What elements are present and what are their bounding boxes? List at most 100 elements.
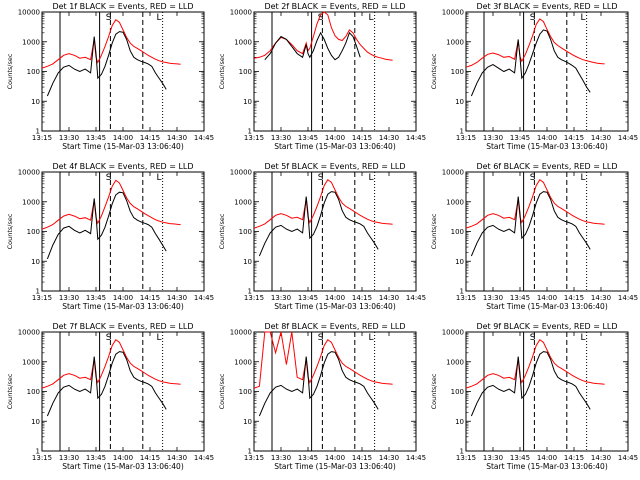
marker-letter: S [318, 13, 324, 23]
x-tick-label: 14:30 [591, 454, 611, 462]
panel-det-3: Det 3f BLACK = Events, RED = LLD 13:15 13:… [430, 2, 638, 151]
x-tick-label: 13:15 [32, 454, 52, 462]
series-events-line [258, 351, 379, 417]
x-tick-label: 14:45 [406, 294, 426, 302]
y-tick-label: 1000 [234, 358, 252, 366]
y-tick-label: 10 [31, 98, 40, 106]
x-axis-label: Start Time (15-Mar-03 13:06:40) [486, 462, 608, 471]
y-tick-label: 1000 [234, 38, 252, 46]
series-events-line [46, 31, 167, 97]
y-tick-label: 1 [248, 448, 252, 456]
x-tick-label: 14:15 [352, 134, 372, 142]
marker-letter: L [368, 13, 373, 23]
y-tick-label: 1000 [234, 198, 252, 206]
y-tick-label: 100 [27, 388, 40, 396]
x-tick-label: 13:45 [510, 294, 530, 302]
y-tick-label: 10000 [230, 169, 252, 177]
series-events-line [46, 191, 167, 260]
x-tick-label: 14:45 [618, 134, 638, 142]
y-tick-label: 10 [243, 98, 252, 106]
x-tick-label: 14:45 [194, 134, 214, 142]
marker-letter: S [530, 333, 536, 343]
x-tick-label: 14:30 [379, 134, 399, 142]
series-events-line [470, 351, 591, 417]
y-axis-label: Counts/sec [218, 53, 226, 89]
x-tick-label: 13:30 [483, 294, 503, 302]
y-axis-label: Counts/sec [430, 373, 438, 409]
y-tick-label: 10 [31, 418, 40, 426]
marker-letter: L [368, 173, 373, 183]
x-tick-label: 13:15 [244, 454, 264, 462]
y-tick-label: 1 [460, 288, 464, 296]
x-tick-label: 13:15 [244, 294, 264, 302]
x-tick-label: 13:30 [271, 454, 291, 462]
x-tick-label: 14:30 [167, 134, 187, 142]
x-tick-label: 14:45 [406, 454, 426, 462]
y-tick-label: 1000 [22, 38, 40, 46]
y-tick-label: 100 [451, 68, 464, 76]
x-tick-label: 14:45 [406, 134, 426, 142]
panel-det-5: Det 5f BLACK = Events, RED = LLD 13:15 13:… [218, 162, 426, 311]
y-tick-label: 10 [455, 258, 464, 266]
series-events-line [264, 31, 361, 61]
y-tick-label: 10000 [442, 329, 464, 337]
y-tick-label: 10000 [442, 9, 464, 17]
marker-letter: S [106, 173, 112, 183]
x-tick-label: 14:30 [379, 294, 399, 302]
y-tick-label: 1 [460, 128, 464, 136]
marker-letter: L [580, 173, 585, 183]
x-tick-label: 14:45 [194, 454, 214, 462]
y-tick-label: 1000 [22, 198, 40, 206]
y-tick-label: 10000 [442, 169, 464, 177]
x-tick-label: 13:15 [244, 134, 264, 142]
x-tick-label: 14:45 [618, 294, 638, 302]
x-tick-label: 13:15 [456, 134, 476, 142]
x-axis-label: Start Time (15-Mar-03 13:06:40) [274, 142, 396, 151]
marker-letter: S [530, 13, 536, 23]
x-tick-label: 14:15 [140, 294, 160, 302]
marker-letter: L [156, 333, 161, 343]
x-tick-label: 14:00 [113, 454, 133, 462]
marker-letter: S [106, 333, 112, 343]
panel-title: Det 3f BLACK = Events, RED = LLD [476, 2, 617, 11]
y-tick-label: 10 [31, 258, 40, 266]
y-tick-label: 10 [455, 98, 464, 106]
x-tick-label: 14:15 [352, 294, 372, 302]
x-tick-label: 13:45 [510, 454, 530, 462]
x-tick-label: 13:30 [271, 294, 291, 302]
series-lld-line [465, 338, 605, 389]
y-tick-label: 10 [455, 418, 464, 426]
y-tick-label: 1 [36, 448, 40, 456]
y-axis-label: Counts/sec [430, 53, 438, 89]
panel-det-1: Det 1f BLACK = Events, RED = LLD 13:15 13:… [6, 2, 214, 151]
panel-det-8: Det 8f BLACK = Events, RED = LLD 13:15 13:… [218, 322, 426, 471]
series-events-line [258, 191, 379, 257]
x-tick-label: 13:45 [298, 134, 318, 142]
y-axis-label: Counts/sec [6, 213, 14, 249]
x-tick-label: 14:00 [325, 134, 345, 142]
panel-title: Det 4f BLACK = Events, RED = LLD [52, 162, 193, 171]
x-axis-label: Start Time (15-Mar-03 13:06:40) [62, 142, 184, 151]
x-tick-label: 13:45 [86, 454, 106, 462]
marker-letter: S [318, 333, 324, 343]
x-tick-label: 13:15 [32, 134, 52, 142]
x-tick-label: 14:30 [591, 294, 611, 302]
x-tick-label: 14:45 [618, 454, 638, 462]
series-lld-line [465, 178, 605, 229]
plot-frame [253, 11, 417, 132]
x-tick-label: 13:45 [298, 294, 318, 302]
x-tick-label: 13:30 [59, 294, 79, 302]
y-axis-label: Counts/sec [430, 213, 438, 249]
series-events-line [470, 29, 591, 97]
panel-det-9: Det 9f BLACK = Events, RED = LLD 13:15 13:… [430, 322, 638, 471]
marker-letter: L [156, 13, 161, 23]
y-tick-label: 10000 [18, 329, 40, 337]
series-lld-line [253, 331, 393, 389]
x-tick-label: 13:15 [456, 294, 476, 302]
panel-det-2: Det 2f BLACK = Events, RED = LLD 13:15 13:… [218, 2, 426, 151]
x-tick-label: 13:15 [456, 454, 476, 462]
x-axis-label: Start Time (15-Mar-03 13:06:40) [62, 302, 184, 311]
y-tick-label: 10000 [18, 9, 40, 17]
x-tick-label: 14:45 [194, 294, 214, 302]
x-tick-label: 14:00 [325, 294, 345, 302]
